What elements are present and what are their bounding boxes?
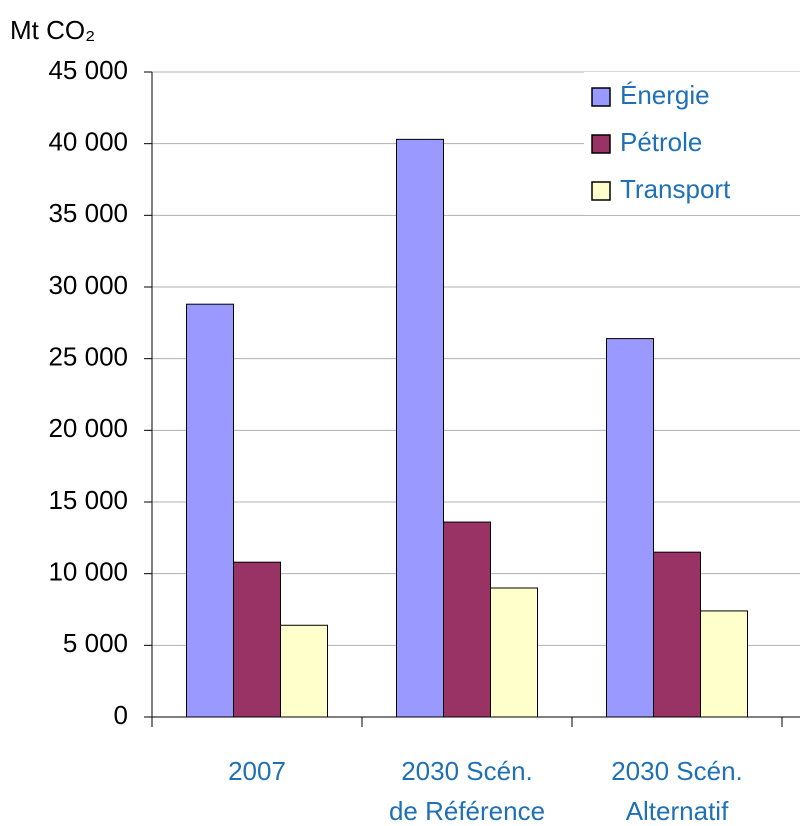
legend-box (584, 72, 800, 215)
legend-label: Pétrole (620, 127, 702, 157)
bar (700, 610, 748, 718)
x-tick-label: 2030 Scén. Alternatif (611, 756, 743, 826)
bar (396, 138, 444, 718)
bar (233, 561, 281, 718)
y-tick-label: 40 000 (48, 127, 128, 157)
bar (443, 521, 491, 718)
y-tick-label: 35 000 (48, 198, 128, 228)
bar (606, 338, 654, 718)
legend-label: Transport (620, 174, 731, 204)
y-tick-label: 10 000 (48, 557, 128, 587)
y-tick-label: 45 000 (48, 55, 128, 85)
bar (490, 587, 538, 718)
legend-label: Énergie (620, 80, 710, 110)
y-tick-label: 5 000 (63, 628, 128, 658)
bar (280, 624, 328, 718)
y-tick-label: 15 000 (48, 485, 128, 515)
bar (653, 551, 701, 718)
y-tick-label: 0 (114, 700, 128, 730)
legend-swatch (591, 181, 611, 201)
legend-swatch (591, 87, 611, 107)
x-tick-label: 2007 (228, 756, 286, 786)
y-tick-label: 25 000 (48, 342, 128, 372)
y-tick-label: 20 000 (48, 413, 128, 443)
bar (186, 303, 234, 718)
y-axis-label: Mt CO₂ (10, 15, 95, 45)
y-tick-label: 30 000 (48, 270, 128, 300)
legend-swatch (591, 134, 611, 154)
x-tick-label: 2030 Scén. de Référence (389, 756, 545, 826)
